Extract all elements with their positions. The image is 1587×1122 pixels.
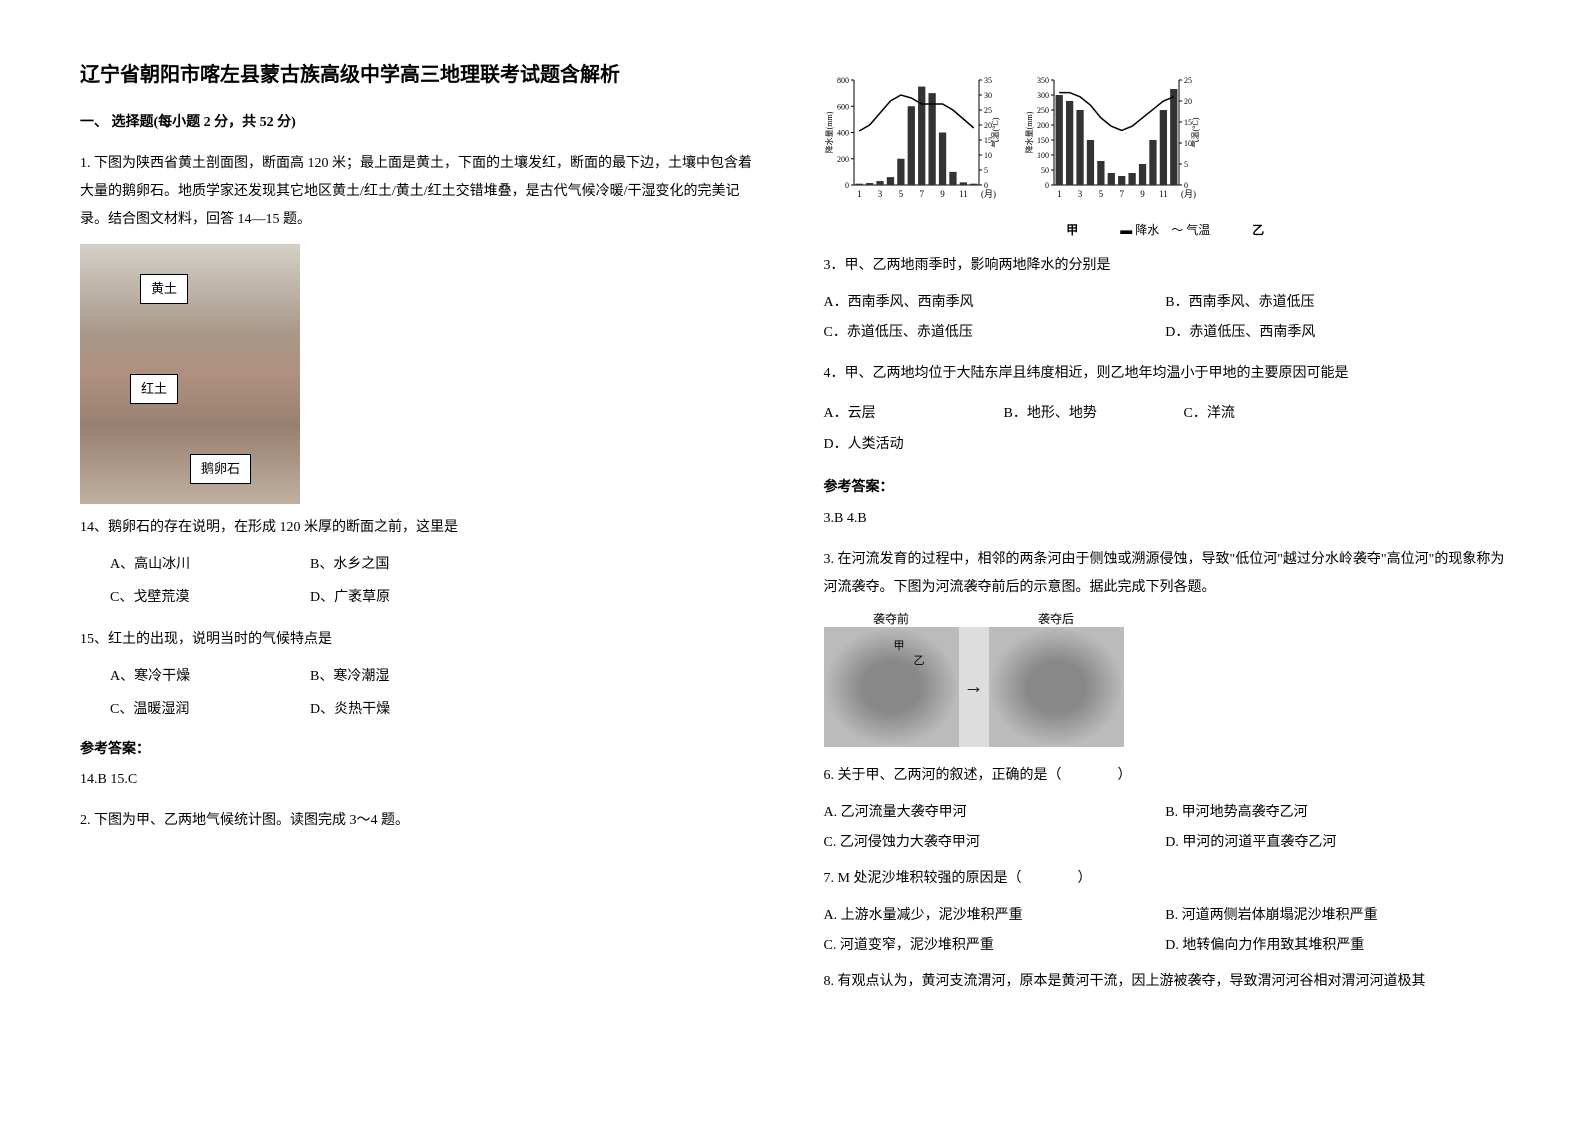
svg-text:30: 30 xyxy=(984,91,992,100)
soil-label-top: 黄土 xyxy=(140,274,188,303)
svg-text:150: 150 xyxy=(1037,136,1049,145)
svg-text:(月): (月) xyxy=(1181,189,1196,199)
svg-text:7: 7 xyxy=(1119,189,1124,199)
svg-text:1: 1 xyxy=(1056,189,1061,199)
q4-option-c: C．洋流 xyxy=(1184,401,1364,426)
svg-text:0: 0 xyxy=(1045,181,1049,190)
svg-text:3: 3 xyxy=(1077,189,1082,199)
svg-text:5: 5 xyxy=(984,166,988,175)
question-6-stem: 6. 关于甲、乙两河的叙述，正确的是（ ） xyxy=(824,762,1508,790)
question-8-stem: 8. 有观点认为，黄河支流渭河，原本是黄河干流，因上游被袭夺，导致渭河河谷相对渭… xyxy=(824,968,1508,996)
svg-text:800: 800 xyxy=(837,76,849,85)
q14-option-a: A、高山冰川 xyxy=(110,552,310,577)
svg-text:300: 300 xyxy=(1037,91,1049,100)
q4-option-d: D．人类活动 xyxy=(824,432,1004,457)
svg-text:1: 1 xyxy=(856,189,861,199)
q3-option-a: A．西南季风、西南季风 xyxy=(824,290,1166,315)
svg-text:降水量(mm): 降水量(mm) xyxy=(824,111,834,153)
svg-text:(月): (月) xyxy=(981,189,996,199)
svg-text:35: 35 xyxy=(984,76,992,85)
q6-option-d: D. 甲河的河道平直袭夺乙河 xyxy=(1165,830,1507,855)
river-before-label: 袭夺前 xyxy=(873,609,909,631)
chart-legend: 甲 ▬ 降水 〜 气温 乙 xyxy=(824,220,1508,242)
climate-chart-yi: 05010015020025030035005101520251357911(月… xyxy=(1024,70,1204,210)
section-heading: 一、 选择题(每小题 2 分，共 52 分) xyxy=(80,110,764,135)
svg-text:400: 400 xyxy=(837,129,849,138)
answer-label-2: 参考答案： xyxy=(824,475,1508,500)
svg-text:11: 11 xyxy=(1159,189,1168,199)
q15-option-d: D、炎热干燥 xyxy=(310,697,510,722)
svg-text:气温(°C): 气温(°C) xyxy=(1190,117,1200,147)
question-15-stem: 15、红土的出现，说明当时的气候特点是 xyxy=(80,626,764,654)
svg-text:9: 9 xyxy=(940,189,945,199)
svg-text:20: 20 xyxy=(1184,97,1192,106)
q6-option-b: B. 甲河地势高袭夺乙河 xyxy=(1165,800,1507,825)
svg-text:600: 600 xyxy=(837,102,849,111)
soil-profile-image: 黄土 红土 鹅卵石 xyxy=(80,244,300,504)
question-3group-stem: 3. 在河流发育的过程中，相邻的两条河由于侧蚀或溯源侵蚀，导致"低位河"越过分水… xyxy=(824,546,1508,602)
question-2-stem: 2. 下图为甲、乙两地气候统计图。读图完成 3～4 题。 xyxy=(80,807,764,835)
answer-text-2: 3.B 4.B xyxy=(824,506,1508,531)
svg-text:200: 200 xyxy=(1037,121,1049,130)
climate-chart-jia: 0200400600800051015202530351357911(月)降水量… xyxy=(824,70,1004,210)
question-4-stem: 4．甲、乙两地均位于大陆东岸且纬度相近，则乙地年均温小于甲地的主要原因可能是 xyxy=(824,360,1508,388)
svg-text:气温(°C): 气温(°C) xyxy=(990,117,1000,147)
river-after-label: 袭夺后 xyxy=(1038,609,1074,631)
q7-option-a: A. 上游水量减少，泥沙堆积严重 xyxy=(824,903,1166,928)
question-3-stem: 3．甲、乙两地雨季时，影响两地降水的分别是 xyxy=(824,252,1508,280)
q7-option-d: D. 地转偏向力作用致其堆积严重 xyxy=(1165,933,1507,958)
svg-text:11: 11 xyxy=(959,189,968,199)
svg-text:350: 350 xyxy=(1037,76,1049,85)
question-1-stem: 1. 下图为陕西省黄土剖面图，断面高 120 米；最上面是黄土，下面的土壤发红，… xyxy=(80,150,764,234)
svg-text:5: 5 xyxy=(1098,189,1103,199)
svg-text:200: 200 xyxy=(837,155,849,164)
q14-option-d: D、广袤草原 xyxy=(310,585,510,610)
svg-text:0: 0 xyxy=(845,181,849,190)
answer-label-1: 参考答案： xyxy=(80,737,764,762)
svg-text:250: 250 xyxy=(1037,106,1049,115)
q3-option-b: B．西南季风、赤道低压 xyxy=(1165,290,1507,315)
svg-text:3: 3 xyxy=(877,189,882,199)
svg-text:50: 50 xyxy=(1041,166,1049,175)
svg-text:5: 5 xyxy=(898,189,903,199)
river-capture-image: 袭夺前 甲 乙 → 袭夺后 xyxy=(824,627,1124,747)
climate-charts-container: 0200400600800051015202530351357911(月)降水量… xyxy=(824,70,1508,210)
document-title: 辽宁省朝阳市喀左县蒙古族高级中学高三地理联考试题含解析 xyxy=(80,60,764,90)
svg-text:9: 9 xyxy=(1140,189,1145,199)
answer-text-1: 14.B 15.C xyxy=(80,767,764,792)
q14-option-c: C、戈壁荒漠 xyxy=(110,585,310,610)
svg-text:100: 100 xyxy=(1037,151,1049,160)
soil-label-bottom: 鹅卵石 xyxy=(190,454,251,483)
svg-text:7: 7 xyxy=(919,189,924,199)
q14-option-b: B、水乡之国 xyxy=(310,552,510,577)
svg-text:25: 25 xyxy=(984,106,992,115)
q3-option-c: C．赤道低压、赤道低压 xyxy=(824,320,1166,345)
svg-text:降水量(mm): 降水量(mm) xyxy=(1024,111,1034,153)
q3-option-d: D．赤道低压、西南季风 xyxy=(1165,320,1507,345)
question-14-stem: 14、鹅卵石的存在说明，在形成 120 米厚的断面之前，这里是 xyxy=(80,514,764,542)
svg-text:25: 25 xyxy=(1184,76,1192,85)
question-7-stem: 7. M 处泥沙堆积较强的原因是（ ） xyxy=(824,865,1508,893)
svg-text:10: 10 xyxy=(984,151,992,160)
svg-text:5: 5 xyxy=(1184,160,1188,169)
q7-option-b: B. 河道两侧岩体崩塌泥沙堆积严重 xyxy=(1165,903,1507,928)
q6-option-c: C. 乙河侵蚀力大袭夺甲河 xyxy=(824,830,1166,855)
soil-label-mid: 红土 xyxy=(130,374,178,403)
q7-option-c: C. 河道变窄，泥沙堆积严重 xyxy=(824,933,1166,958)
q15-option-b: B、寒冷潮湿 xyxy=(310,664,510,689)
q15-option-a: A、寒冷干燥 xyxy=(110,664,310,689)
q4-option-b: B．地形、地势 xyxy=(1004,401,1184,426)
q15-option-c: C、温暖湿润 xyxy=(110,697,310,722)
q4-option-a: A．云层 xyxy=(824,401,1004,426)
q6-option-a: A. 乙河流量大袭夺甲河 xyxy=(824,800,1166,825)
